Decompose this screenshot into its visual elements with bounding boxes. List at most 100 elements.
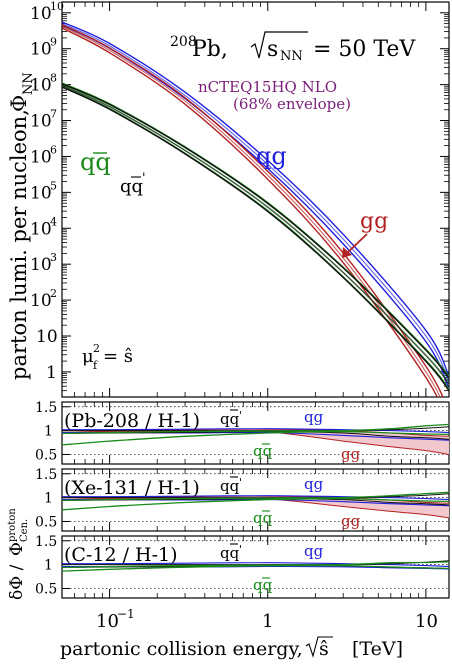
y-tick-exponent: 9 [50, 36, 57, 49]
label-qqbar: qq [80, 148, 111, 176]
gg-band-lower [62, 430, 449, 455]
y-tick-label: 10 [30, 4, 52, 24]
y-tick-label: 10 [30, 112, 52, 132]
series-central [62, 23, 449, 383]
ratio-y-tick-label: 1 [44, 558, 53, 574]
label-qqbarprime: qq [120, 176, 143, 197]
main-frame [61, 1, 450, 398]
panel-label-pb: (Pb-208 / H-1) [64, 410, 200, 432]
scale-value: = ŝ [103, 346, 133, 367]
title-sqrt-sub: NN [280, 49, 303, 64]
r2-label-qg: qg [304, 475, 324, 493]
ratio-y-tick-label: 0.5 [35, 447, 57, 463]
title-sqrt-label: s [267, 37, 278, 62]
qg-band-upper [62, 562, 449, 568]
ratio-curves [62, 491, 449, 519]
ratio-ylabel: δΦ / Φ proton Cen. [7, 508, 30, 600]
ratio-y-tick-label: 1.5 [35, 400, 57, 416]
ratio-prime: ' [239, 543, 242, 556]
r1-label-qg: qg [304, 408, 324, 426]
x-tick-label-exp: −1 [117, 607, 135, 621]
ylabel-symbol: Φ [7, 95, 31, 112]
ratio-y-tick-label: 0.5 [35, 581, 57, 597]
y-tick-exponent: 2 [50, 287, 57, 300]
qqbar-band-lower [62, 430, 449, 446]
y-tick-exponent: 4 [50, 215, 57, 228]
gg-band-lower [62, 497, 449, 519]
pdf-label: nCTEQ15HQ NLO [198, 78, 337, 96]
ratio-y-tick-label: 1.5 [35, 534, 57, 550]
ratio-panel-c: 1.5 1 0.5 (C-12 / H-1) qq qg qq [35, 534, 450, 599]
series-band-edge [62, 21, 449, 377]
scale-sup: 2 [93, 342, 100, 355]
y-tick-exponent: 10 [50, 0, 64, 13]
r2-label-qqbar: qq [253, 509, 273, 527]
y-tick-label: 10 [36, 327, 58, 347]
ratio-prime: ' [239, 409, 242, 422]
r2-label-qqbarprime: qq [220, 477, 240, 495]
title-value: = 50 TeV [313, 37, 416, 62]
y-tick-label: 10 [30, 147, 52, 167]
x-tick-label-10: 10 [415, 611, 438, 632]
series-central [62, 84, 449, 384]
y-tick-exponent: 7 [50, 108, 57, 121]
label-qg: qg [256, 142, 287, 170]
y-tick-label: 10 [30, 255, 52, 275]
scale-label: μ [82, 346, 94, 367]
ratio-prime: ' [239, 476, 242, 489]
title-nucleus-symbol: Pb, [192, 37, 228, 62]
ratio-y-tick-label: 1.5 [35, 467, 57, 483]
ratio-ylabel-delta: δΦ / [7, 564, 27, 600]
qqbar-band-lower [62, 564, 449, 572]
ratio-ylabel-sup: proton [7, 508, 18, 542]
series-band-edge [62, 24, 444, 397]
main-curves [62, 21, 449, 397]
r1-label-qqbar: qq [253, 442, 273, 460]
ratio-panel-xe: 1.5 1 0.5 (Xe-131 / H-1) qq qg qq gg [35, 467, 450, 532]
y-tick-exponent: 6 [50, 143, 57, 156]
x-sqrt-sign [305, 636, 333, 658]
x-axis: 10 −1 1 10 partonic collision energy, ŝ … [60, 607, 438, 660]
series-qqbarprime [62, 83, 449, 392]
envelope-label: (68% envelope) [233, 95, 351, 113]
qqbar-band-upper [62, 491, 449, 502]
ratio-curves [62, 560, 449, 572]
x-tick-label-base: 10 [96, 611, 119, 632]
series-band-edge [62, 83, 449, 379]
panel-label-xe: (Xe-131 / H-1) [64, 477, 200, 499]
ratio-ylabel-phi: Φ [7, 542, 27, 556]
r3-label-qg: qg [304, 542, 324, 560]
ratio-y-tick-label: 1 [44, 424, 53, 440]
x-axis-label: partonic collision energy, [60, 638, 303, 660]
r3-label-qqbarprime: qq [220, 544, 240, 562]
qg-band-upper [62, 495, 449, 501]
y-tick-label: 10 [30, 291, 52, 311]
y-tick-label: 10 [30, 76, 52, 96]
series-band-edge [62, 82, 449, 377]
series-qqbar [62, 82, 449, 390]
ratio-ylabel-sub: Cen. [19, 519, 30, 542]
scale-sub: f [93, 359, 98, 372]
series-band-edge [62, 86, 449, 392]
sqrt-sign [250, 31, 308, 59]
y-tick-label: 10 [30, 183, 52, 203]
main-ylabel: parton lumi. per nucleon, Φ NN [7, 72, 36, 380]
ratio-y-tick-label: 0.5 [35, 514, 57, 530]
gg-arrow [342, 233, 368, 258]
series-band-edge [62, 85, 449, 390]
x-tick-label-1: 1 [262, 611, 273, 632]
ratio-y-tick-label: 1 [44, 491, 53, 507]
r2-label-gg: gg [341, 512, 361, 530]
label-gg: gg [360, 209, 388, 234]
series-band-edge [62, 27, 439, 397]
series-central [62, 25, 441, 397]
title-nucleus: 208 [170, 34, 197, 50]
series-gg [62, 24, 444, 397]
label-prime: ' [142, 171, 146, 186]
r1-label-gg: gg [341, 445, 361, 463]
x-axis-unit: [TeV] [352, 638, 403, 660]
y-tick-label: 10 [30, 40, 52, 60]
